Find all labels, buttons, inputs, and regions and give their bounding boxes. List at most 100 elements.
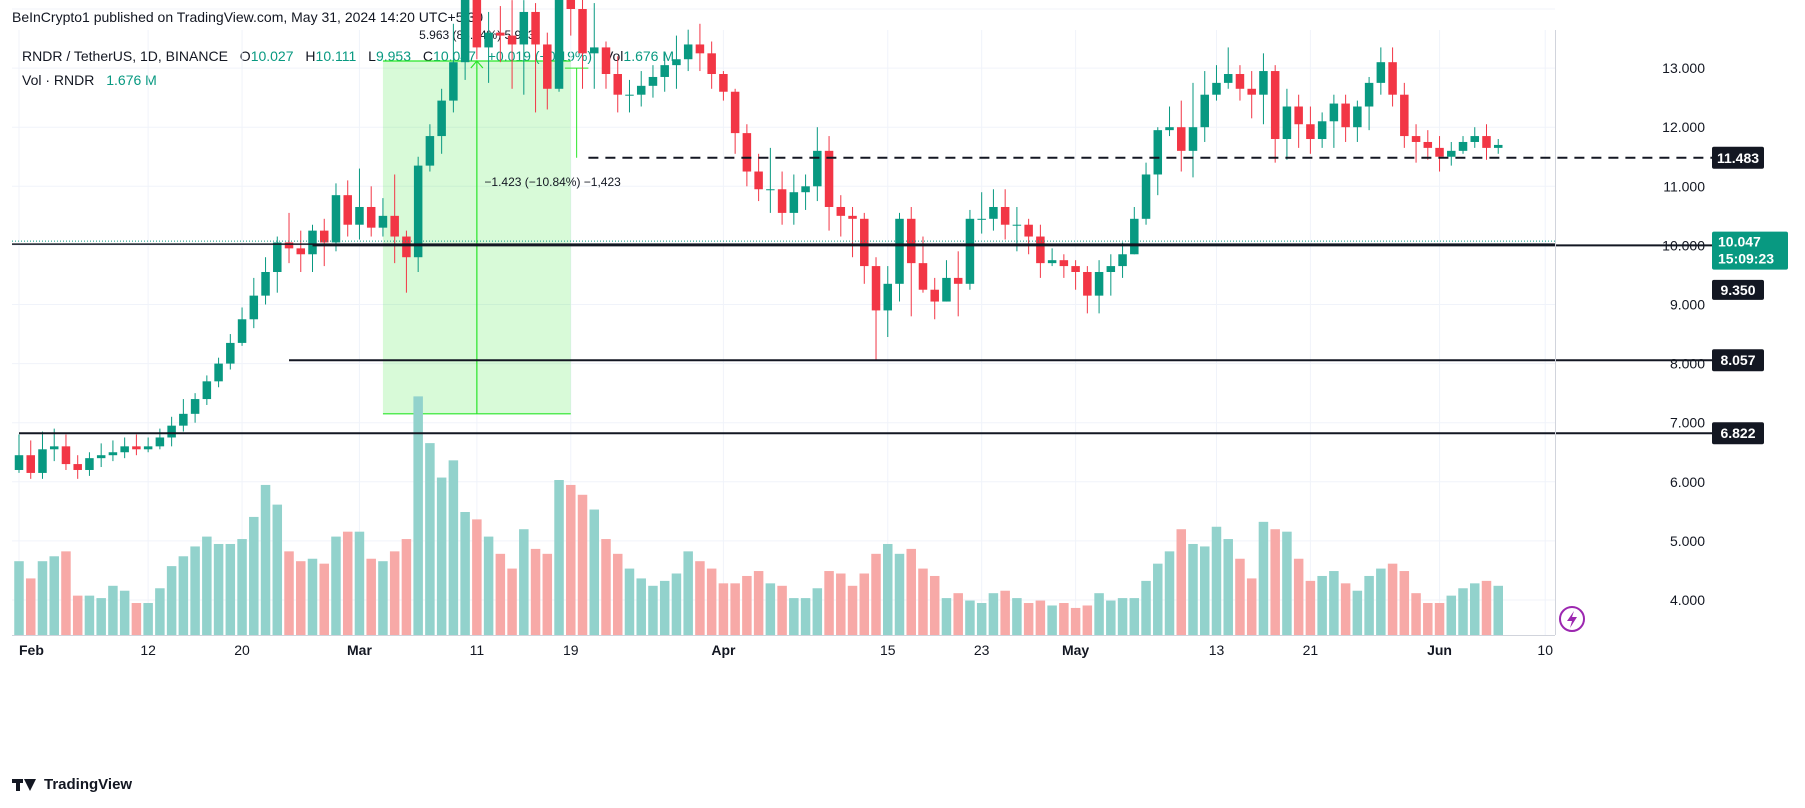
candle (507, 0, 517, 89)
volume-bar (695, 561, 705, 635)
candle (496, 6, 505, 63)
candle (249, 277, 259, 329)
candle-body (1282, 106, 1292, 140)
lightning-icon-bolt (1567, 611, 1577, 628)
level-tag: 8.057 (1720, 352, 1755, 368)
volume-bar (847, 585, 858, 635)
candle-body (413, 165, 423, 258)
candle (484, 11, 493, 83)
volume-bar (1223, 539, 1233, 635)
candle (766, 147, 775, 213)
candle (472, 0, 482, 60)
candle-body (1329, 103, 1339, 122)
volume-bar (965, 600, 975, 635)
candle-body (660, 65, 669, 77)
candle-body (1470, 136, 1480, 142)
volume-bar (812, 588, 823, 635)
candle (85, 452, 94, 476)
candle (1317, 112, 1327, 148)
legend-volume-series[interactable]: Vol · RNDR (22, 72, 95, 88)
candle (1223, 47, 1233, 89)
candle-body (319, 230, 329, 243)
candle (26, 440, 35, 479)
candle-body (202, 381, 212, 400)
candle-body (343, 195, 352, 225)
volume-bar (483, 536, 494, 635)
time-tick-label: 11 (470, 642, 485, 658)
candle (296, 230, 306, 272)
volume-bar (612, 553, 623, 635)
candle (648, 65, 658, 98)
volume-bar (1059, 603, 1069, 635)
volume-bar (1176, 529, 1187, 635)
candle (1458, 136, 1468, 154)
candle-body (425, 136, 435, 166)
candle-body (378, 215, 388, 228)
candle-body (1400, 94, 1409, 137)
time-tick-label: Apr (711, 642, 736, 658)
candle (1024, 218, 1033, 255)
candle (331, 183, 341, 252)
candle (214, 357, 223, 388)
candle (777, 171, 787, 225)
volume-bar (1493, 585, 1503, 635)
volume-bar (589, 509, 600, 635)
candle (613, 56, 622, 113)
candle-body (214, 363, 223, 382)
volume-bar (753, 571, 764, 635)
candle-body (836, 206, 846, 216)
volume-bar (460, 512, 470, 635)
candle-body (777, 189, 787, 213)
volume-bar (542, 553, 553, 635)
candle-body (496, 32, 505, 36)
extra-level-tag: 9.350 (1720, 282, 1755, 298)
candle (836, 195, 846, 237)
volume-bar (96, 598, 106, 635)
volume-bar (1352, 590, 1363, 635)
candle-body (1188, 127, 1198, 151)
volume-bar (1070, 607, 1081, 635)
time-tick-label: 10 (1537, 642, 1553, 658)
volume-bar (871, 553, 881, 635)
candle (1270, 65, 1280, 163)
candle-body (742, 133, 752, 172)
candle (343, 180, 352, 237)
volume-bar (601, 539, 611, 635)
candle (789, 174, 799, 225)
volume-bar (1153, 563, 1163, 635)
candle (625, 79, 634, 113)
volume-bar (1117, 598, 1128, 635)
candle-body (484, 32, 493, 48)
volume-bar (1082, 605, 1093, 635)
volume-bar (190, 546, 200, 635)
candle (1493, 139, 1503, 154)
volume-bar (272, 504, 283, 635)
candle (1482, 124, 1491, 160)
candle (590, 3, 599, 89)
candle (930, 277, 939, 320)
volume-bar (1246, 578, 1257, 635)
time-tick-label: Mar (347, 642, 372, 658)
candle-body (1482, 136, 1491, 148)
time-tick-label: Feb (19, 642, 44, 658)
volume-bar (659, 580, 670, 635)
candle-body (965, 218, 975, 284)
volume-bar (1000, 590, 1010, 635)
legend-symbol[interactable]: RNDR / TetherUS, 1D, BINANCE (22, 48, 228, 64)
candle (167, 416, 176, 447)
candle (519, 0, 529, 95)
volume-bar (319, 563, 329, 635)
volume-bar (237, 539, 247, 635)
candle-body (918, 263, 928, 290)
candle-body (989, 206, 998, 219)
candle (848, 206, 857, 258)
volume-bar (260, 484, 271, 635)
candle (1388, 47, 1397, 107)
volume-bar (178, 556, 189, 635)
volume-bar (354, 531, 365, 635)
volume-bar (636, 578, 646, 635)
tradingview-brand[interactable]: TradingView (12, 776, 132, 793)
volume-bar (389, 551, 400, 635)
volume-bar (37, 561, 48, 635)
